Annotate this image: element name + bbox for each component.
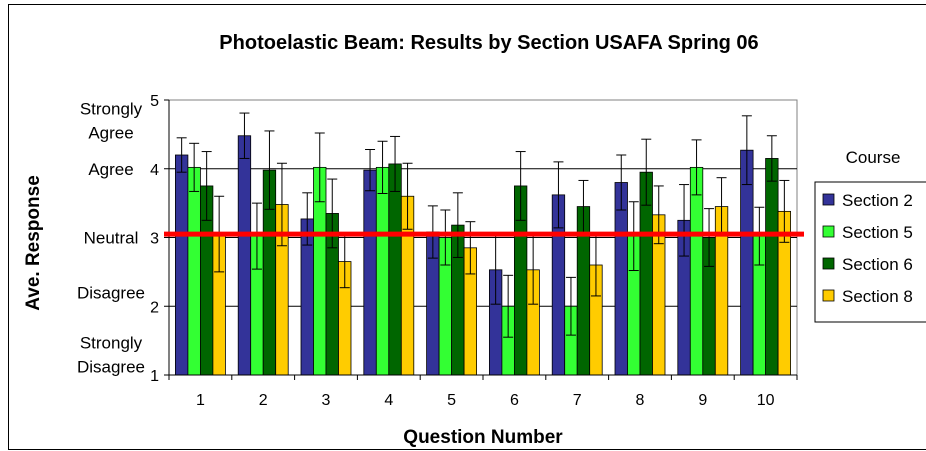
bar xyxy=(174,154,189,376)
y-tick-label: 4 xyxy=(150,162,159,179)
legend-title: Course xyxy=(846,148,901,167)
bar xyxy=(614,182,628,376)
bar xyxy=(187,166,201,376)
y-category-label: Disagree xyxy=(77,284,145,303)
y-axis-title: Ave. Response xyxy=(23,175,44,311)
bar xyxy=(363,169,377,376)
y-category-label: Neutral xyxy=(84,229,139,248)
y-category-label: Strongly xyxy=(80,100,143,119)
legend-label: Section 6 xyxy=(842,255,913,274)
x-tick-label: 6 xyxy=(510,392,519,409)
x-tick-label: 1 xyxy=(196,392,205,409)
x-tick-label: 4 xyxy=(384,392,393,409)
bar xyxy=(765,158,779,376)
bar-chart: Photoelastic Beam: Results by Section US… xyxy=(23,32,926,448)
bar xyxy=(375,166,390,376)
y-tick-label: 1 xyxy=(150,368,159,385)
bar xyxy=(689,166,704,376)
legend-swatch xyxy=(822,289,835,302)
legend: Course Section 2 Section 5 Section 6 Sectio… xyxy=(814,148,926,323)
x-axis-title: Question Number xyxy=(403,427,563,448)
legend-label: Section 5 xyxy=(842,223,913,242)
legend-swatch xyxy=(822,257,835,270)
legend-swatch xyxy=(822,193,835,206)
x-tick-label: 3 xyxy=(322,392,331,409)
x-tick-label: 8 xyxy=(636,392,645,409)
chart-title: Photoelastic Beam: Results by Section US… xyxy=(219,32,758,54)
legend-swatch xyxy=(822,225,835,238)
bar xyxy=(388,163,402,376)
chart-frame: Photoelastic Beam: Results by Section US… xyxy=(8,4,926,450)
bar xyxy=(237,135,252,376)
y-category-label: Strongly xyxy=(80,333,143,352)
x-tick-label: 10 xyxy=(757,392,775,409)
legend-label: Section 8 xyxy=(842,287,913,306)
y-tick-label: 3 xyxy=(150,231,159,248)
x-tick-label: 9 xyxy=(698,392,707,409)
y-category-label: Agree xyxy=(88,160,133,179)
x-tick-label: 7 xyxy=(573,392,582,409)
x-tick-label: 2 xyxy=(259,392,268,409)
y-tick-label: 2 xyxy=(150,299,159,316)
plot-area: 1 2 3 4 5 Strongly Agree Agree Neutral Disagree St… xyxy=(77,93,804,409)
x-tick-label: 5 xyxy=(447,392,456,409)
y-tick-label: 5 xyxy=(150,93,159,110)
legend-label: Section 2 xyxy=(842,191,913,210)
y-category-label: Disagree xyxy=(77,357,145,376)
y-category-label: Agree xyxy=(88,124,133,143)
